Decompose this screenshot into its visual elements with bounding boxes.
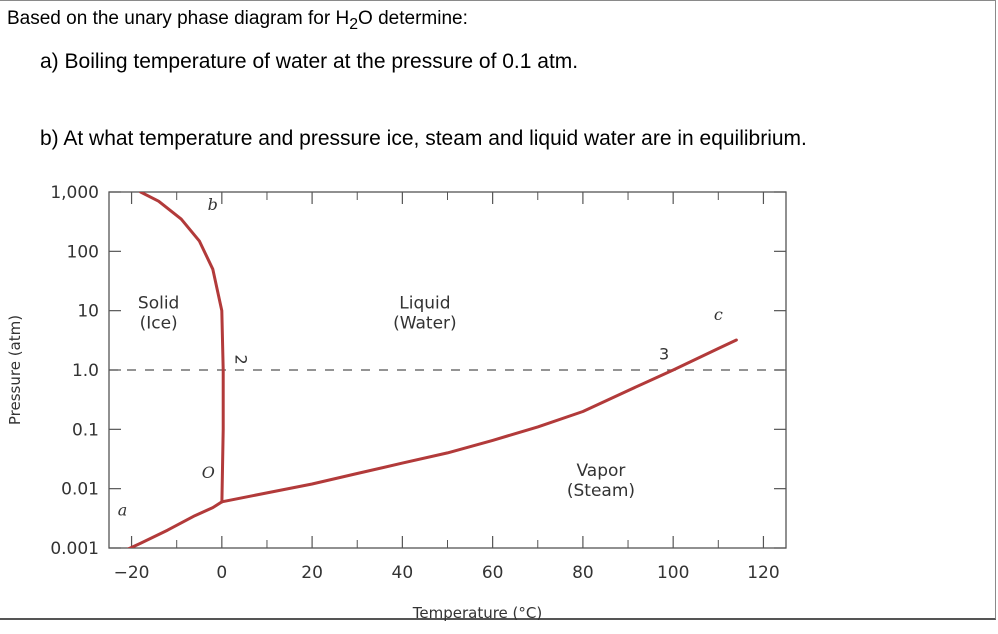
x-tick-label: 100: [657, 563, 689, 583]
question-prompt: Based on the unary phase diagram for H2O…: [7, 8, 468, 34]
point-label: 3: [659, 345, 669, 364]
region-label-line2: (Ice): [140, 314, 178, 334]
x-tick-label: 0: [216, 563, 227, 583]
y-tick-label: 0.001: [50, 539, 99, 559]
point-label: c: [714, 305, 723, 324]
point-label: 2: [231, 354, 250, 364]
y-axis-title: Pressure (atm): [6, 315, 24, 425]
y-tick-label: 1.0: [72, 361, 99, 381]
x-tick-label: 40: [392, 563, 414, 583]
region-label-line1: Solid: [138, 294, 179, 314]
region-label-line1: Liquid: [399, 294, 450, 314]
region-label-line2: (Steam): [567, 481, 635, 501]
region-label-line1: Vapor: [576, 461, 625, 481]
curves-clipped: [126, 192, 738, 548]
curves-layer: [126, 192, 738, 548]
x-axis-title: Temperature (°C): [412, 604, 542, 622]
point-label: O: [202, 463, 215, 482]
x-tick-label: −20: [114, 563, 150, 583]
x-tick-label: 80: [572, 563, 594, 583]
x-tick-label: 60: [482, 563, 504, 583]
axes-layer: 0.001 0.01 0.1 1.0 10 100 1,000 −20 0 20 40 60 80 100…: [6, 183, 787, 622]
y-tick-label: 100: [67, 242, 99, 262]
point-label: a: [118, 501, 128, 520]
plot-frame: [108, 191, 787, 549]
y-tick-label: 10: [77, 302, 99, 322]
y-tick-label: 0.01: [61, 480, 99, 500]
question-part-b: b) At what temperature and pressure ice,…: [40, 127, 807, 150]
prompt-subscript: 2: [349, 15, 359, 33]
x-tick-label: 20: [301, 563, 323, 583]
region-label-line2: (Water): [393, 314, 457, 334]
phase-curve-1: [126, 500, 224, 548]
prompt-prefix: Based on the unary phase diagram for H: [7, 8, 350, 29]
y-tick-label: 0.1: [72, 420, 99, 440]
labels-layer: Solid(Ice) Liquid(Water) Vapor(Steam) a b c O 2…: [118, 195, 723, 520]
y-tick-label: 1,000: [50, 183, 99, 203]
question-part-a: a) Boiling temperature of water at the p…: [40, 50, 579, 73]
point-label: b: [208, 195, 218, 214]
prompt-suffix: O determine:: [358, 8, 468, 29]
x-tick-label: 120: [747, 563, 779, 583]
content-frame: [0, 0, 996, 620]
phase-curve-3: [220, 338, 738, 504]
phase-curve-2: [139, 192, 225, 504]
